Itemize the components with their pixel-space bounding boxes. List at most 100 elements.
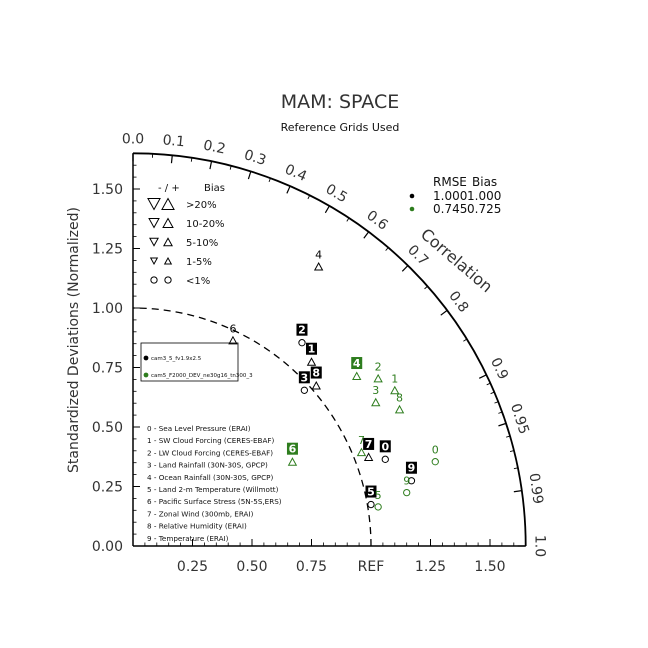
corr-tick — [170, 155, 173, 164]
data-point-label: 0 — [381, 440, 389, 453]
bias-legend-title: Bias — [204, 183, 225, 194]
corr-tick-label: 0.95 — [507, 402, 532, 437]
circle-marker — [150, 276, 158, 284]
triangle-up-marker — [287, 457, 298, 466]
corr-minor-tick — [385, 247, 389, 251]
corr-tick-label: 0.4 — [282, 161, 309, 185]
correlation-label: Correlation — [417, 224, 496, 296]
data-point: 0 — [431, 444, 439, 466]
triangle-up-marker — [306, 357, 317, 366]
data-point-label: 4 — [353, 357, 361, 370]
rmse-legend-bias-value: 0.725 — [467, 202, 501, 216]
circle-marker — [431, 458, 439, 466]
rmse-bias-header: Bias — [472, 175, 497, 189]
y-tick-label: 0.00 — [92, 539, 123, 555]
triangle-down-marker — [149, 257, 159, 266]
triangle-up-marker — [163, 256, 173, 265]
data-point-label: 3 — [301, 371, 309, 384]
bias-legend-row-label: 10-20% — [186, 219, 225, 230]
data-point-label: 2 — [375, 360, 382, 373]
data-point-label: 7 — [358, 434, 365, 447]
data-point: 6 — [228, 322, 238, 345]
variable-legend-item: 8 - Relative Humidity (ERAI) — [147, 522, 247, 531]
bias-legend-header: - / + — [158, 183, 180, 194]
corr-tick — [363, 231, 370, 239]
variable-legend-item: 9 - Temperature (ERAI) — [147, 534, 229, 543]
corr-minor-tick — [509, 450, 515, 452]
triangle-up-marker — [363, 452, 374, 461]
corr-tick — [478, 374, 487, 379]
corr-tick-label: 0.1 — [162, 132, 186, 150]
data-point: 5 — [365, 485, 377, 509]
corr-minor-tick — [307, 195, 311, 200]
corr-minor-tick — [229, 165, 232, 170]
corr-tick-label: 1.0 — [532, 535, 548, 557]
variable-legend-item: 7 - Zonal Wind (300mb, ERAI) — [147, 509, 254, 518]
data-point: 9 — [405, 461, 417, 485]
corr-tick — [209, 161, 213, 170]
data-point: 8 — [310, 366, 322, 390]
triangle-up-marker — [311, 381, 321, 390]
corr-minor-tick — [506, 435, 511, 438]
triangle-up-marker — [352, 371, 362, 381]
corr-tick-label: 0.99 — [526, 472, 546, 505]
y-tick-label: 1.50 — [92, 182, 123, 198]
corr-tick-label: 0.0 — [122, 131, 144, 147]
chart-title: MAM: SPACE — [281, 91, 399, 113]
ref-label: REF — [358, 559, 385, 575]
data-point-label: 9 — [403, 475, 410, 488]
variable-legend-item: 1 - SW Cloud Forcing (CERES-EBAF) — [147, 436, 275, 445]
x-tick-label: 0.75 — [296, 559, 327, 575]
data-point: 3 — [371, 384, 381, 407]
corr-tick — [498, 422, 507, 427]
data-point: 2 — [296, 323, 308, 347]
corr-tick-label: 0.2 — [202, 137, 227, 157]
triangle-up-marker — [162, 217, 174, 228]
rmse-legend-header: RMSE — [433, 175, 467, 189]
bias-legend-row-label: <1% — [186, 276, 210, 287]
x-tick-label: 1.50 — [474, 559, 505, 575]
data-point-label: 5 — [367, 486, 375, 499]
data-point-label-box — [310, 366, 322, 379]
data-point-label: 7 — [365, 438, 373, 451]
triangle-up-marker — [313, 262, 324, 271]
data-point-label: 5 — [375, 489, 382, 502]
y-tick-label: 1.25 — [92, 242, 123, 258]
triangle-up-marker — [373, 373, 383, 383]
corr-tick — [286, 185, 291, 194]
data-point: 7 — [356, 434, 367, 457]
corr-tick-label: 0.3 — [242, 147, 268, 169]
rmse-legend-bias-value: 1.000 — [467, 189, 501, 203]
rmse-legend-rmse-value: 0.745 — [433, 202, 467, 216]
data-point: 0 — [379, 440, 391, 463]
y-tick-label: 1.00 — [92, 301, 123, 317]
bias-legend-row-label: 5-10% — [186, 238, 218, 249]
circle-marker — [407, 477, 416, 485]
data-point-label: 8 — [312, 367, 320, 380]
data-point: 2 — [373, 360, 383, 383]
triangle-up-marker — [161, 197, 175, 210]
circle-marker — [381, 455, 389, 463]
data-point: 3 — [298, 371, 310, 394]
triangle-down-marker — [148, 218, 160, 229]
corr-tick — [247, 171, 252, 180]
data-point: 4 — [313, 249, 324, 271]
x-tick-label: 0.50 — [236, 559, 267, 575]
data-point-label-box — [306, 342, 317, 355]
case-legend-dot — [143, 372, 149, 378]
circle-marker — [403, 488, 411, 497]
rmse-legend-dot — [409, 193, 415, 199]
corr-minor-tick — [513, 467, 518, 470]
circle-marker — [164, 276, 172, 284]
circle-marker — [300, 386, 309, 394]
triangle-up-marker — [371, 397, 381, 407]
circle-marker — [374, 503, 382, 511]
bias-legend-row-label: 1-5% — [186, 257, 212, 268]
data-point-label-box — [298, 371, 310, 384]
y-tick-label: 0.50 — [92, 420, 123, 436]
variable-legend-item: 6 - Pacific Surface Stress (5N-5S,ERS) — [147, 497, 282, 506]
data-point-label-box — [286, 442, 298, 455]
corr-minor-tick — [498, 411, 503, 414]
